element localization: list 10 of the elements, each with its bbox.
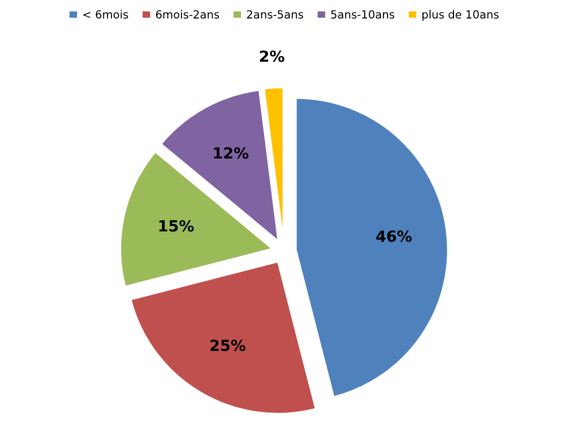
data-label: 12% bbox=[214, 147, 248, 159]
data-label: 46% bbox=[376, 230, 412, 242]
data-label: 15% bbox=[159, 220, 194, 232]
legend-label: 2ans-5ans bbox=[247, 10, 304, 19]
data-label: 2% bbox=[260, 50, 284, 62]
legend-label: < 6mois bbox=[83, 10, 128, 19]
data-label: 25% bbox=[210, 340, 246, 352]
legend-label: 6mois-2ans bbox=[156, 10, 219, 19]
legend-label: plus de 10ans bbox=[422, 10, 499, 21]
legend-label: 5ans-10ans bbox=[331, 10, 394, 19]
